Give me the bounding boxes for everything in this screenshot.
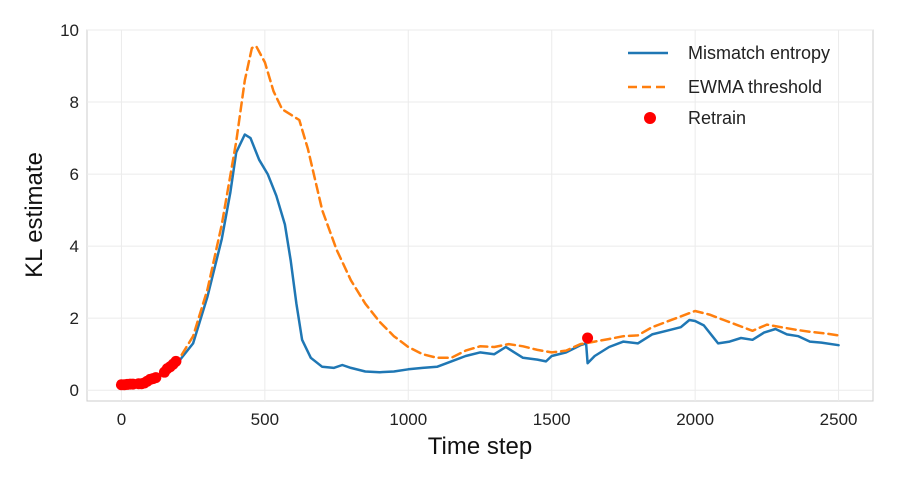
retrain-point	[582, 332, 594, 344]
legend-label-ewma: EWMA threshold	[688, 77, 822, 97]
legend: Mismatch entropy EWMA threshold Retrain	[628, 43, 830, 128]
y-tick-label: 10	[60, 21, 79, 40]
y-tick-label: 6	[70, 165, 79, 184]
y-tick-label: 4	[70, 237, 79, 256]
retrain-point	[150, 372, 162, 384]
y-tick-label: 2	[70, 309, 79, 328]
x-tick-label: 0	[117, 410, 126, 429]
legend-label-retrain: Retrain	[688, 108, 746, 128]
x-tick-labels: 0 500 1000 1500 2000 2500	[117, 410, 858, 429]
x-tick-label: 1500	[533, 410, 571, 429]
mismatch-entropy-line	[120, 133, 840, 387]
x-tick-label: 500	[251, 410, 279, 429]
y-tick-label: 8	[70, 93, 79, 112]
x-tick-label: 2500	[820, 410, 858, 429]
y-tick-label: 0	[70, 381, 79, 400]
ewma-threshold-line	[120, 44, 840, 387]
x-tick-label: 1000	[389, 410, 427, 429]
legend-label-mismatch: Mismatch entropy	[688, 43, 830, 63]
retrain-markers	[115, 332, 594, 391]
x-tick-label: 2000	[676, 410, 714, 429]
x-axis-label: Time step	[428, 433, 532, 460]
legend-swatch-retrain	[644, 112, 656, 124]
retrain-point	[170, 355, 182, 367]
y-tick-labels: 0 2 4 6 8 10	[60, 21, 79, 400]
series-group	[120, 44, 840, 387]
y-axis-label: KL estimate	[21, 152, 48, 278]
